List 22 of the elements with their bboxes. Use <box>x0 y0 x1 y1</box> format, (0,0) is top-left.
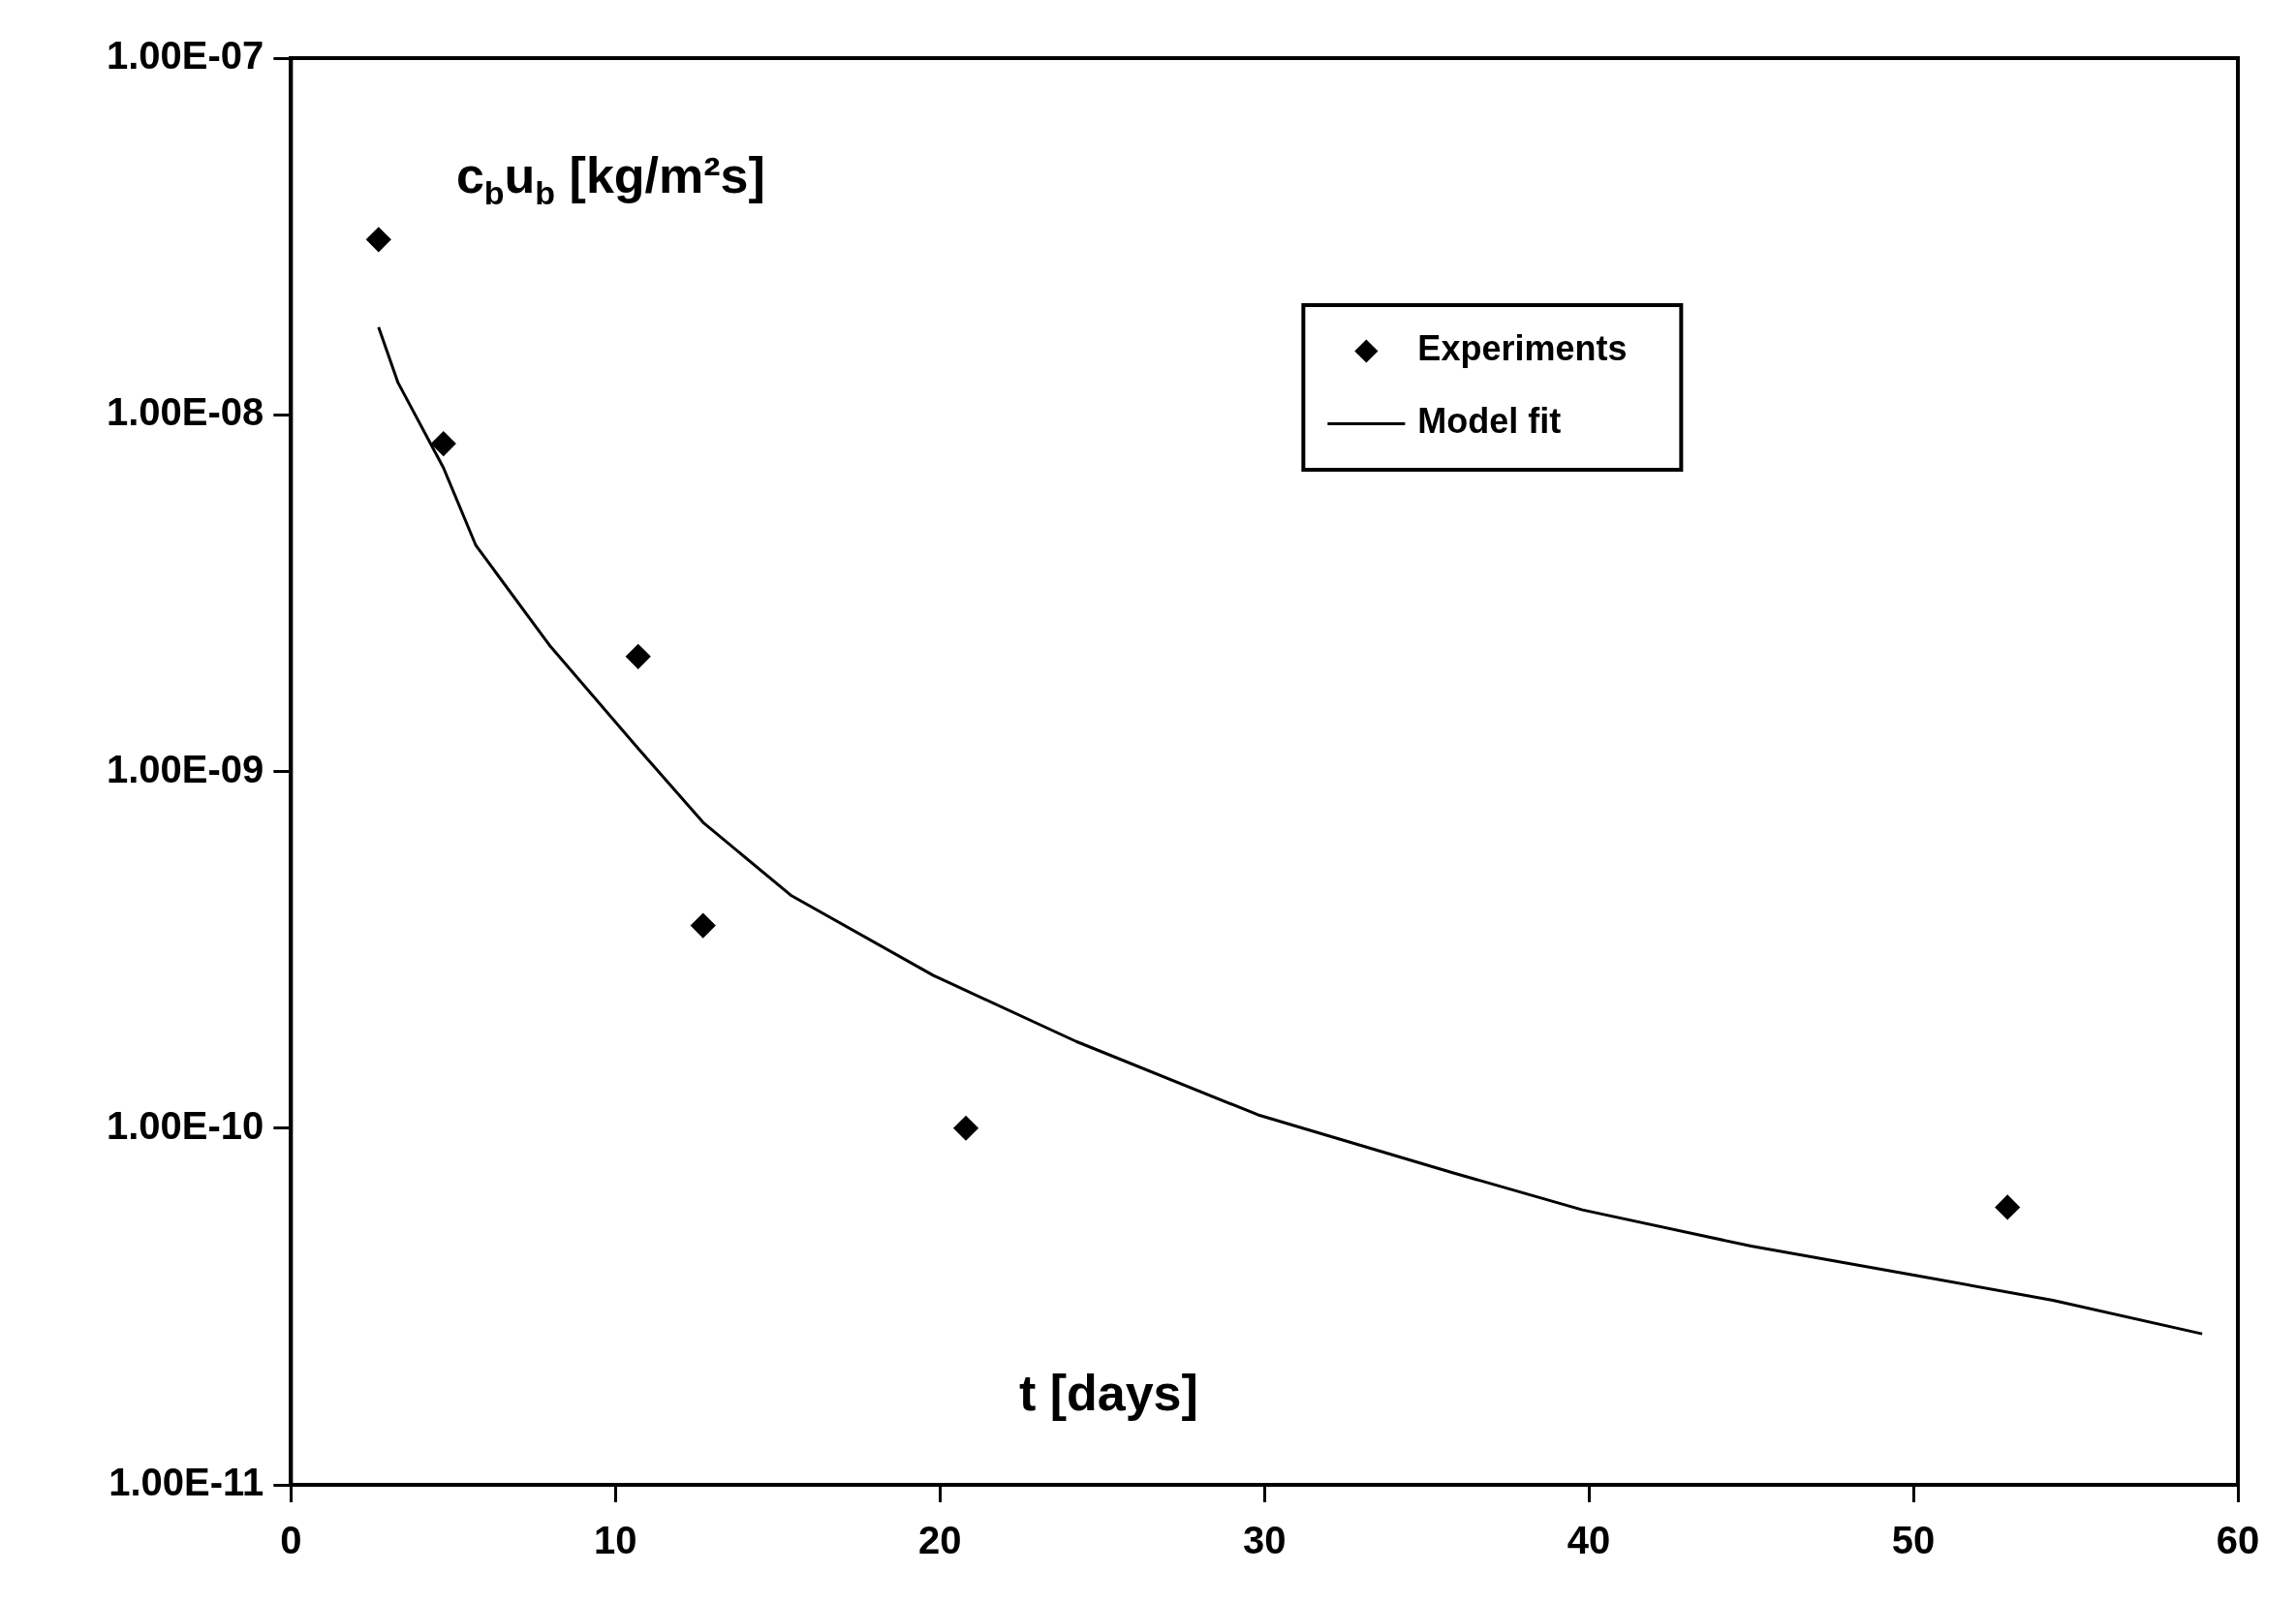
y-tick-label: 1.00E-09 <box>107 747 264 790</box>
point <box>1995 1194 2020 1219</box>
legend-label: Experiments <box>1417 328 1628 369</box>
x-tick-label: 10 <box>594 1519 637 1562</box>
x-tick-label: 30 <box>1242 1519 1287 1562</box>
x-tick-label: 40 <box>1567 1519 1611 1562</box>
y-tick-label: 1.00E-10 <box>107 1103 264 1147</box>
point <box>691 913 716 939</box>
point <box>431 431 456 456</box>
point <box>366 227 391 252</box>
y-tick-label: 1.00E-07 <box>107 34 264 77</box>
point <box>626 644 651 669</box>
x-tick-label: 60 <box>2216 1519 2260 1562</box>
y-tick-label: 1.00E-08 <box>107 390 264 434</box>
point <box>953 1116 978 1141</box>
x-tick-label: 0 <box>280 1519 302 1562</box>
x-axis-title: t [days] <box>1018 1364 1198 1422</box>
x-tick-label: 20 <box>917 1519 962 1562</box>
legend-label: Model fit <box>1417 401 1562 442</box>
y-tick-label: 1.00E-11 <box>109 1461 264 1504</box>
y-axis-title: c$_{b}$u$_{b}$ [kg/m²s] <box>455 146 765 212</box>
x-tick-label: 50 <box>1891 1519 1936 1562</box>
